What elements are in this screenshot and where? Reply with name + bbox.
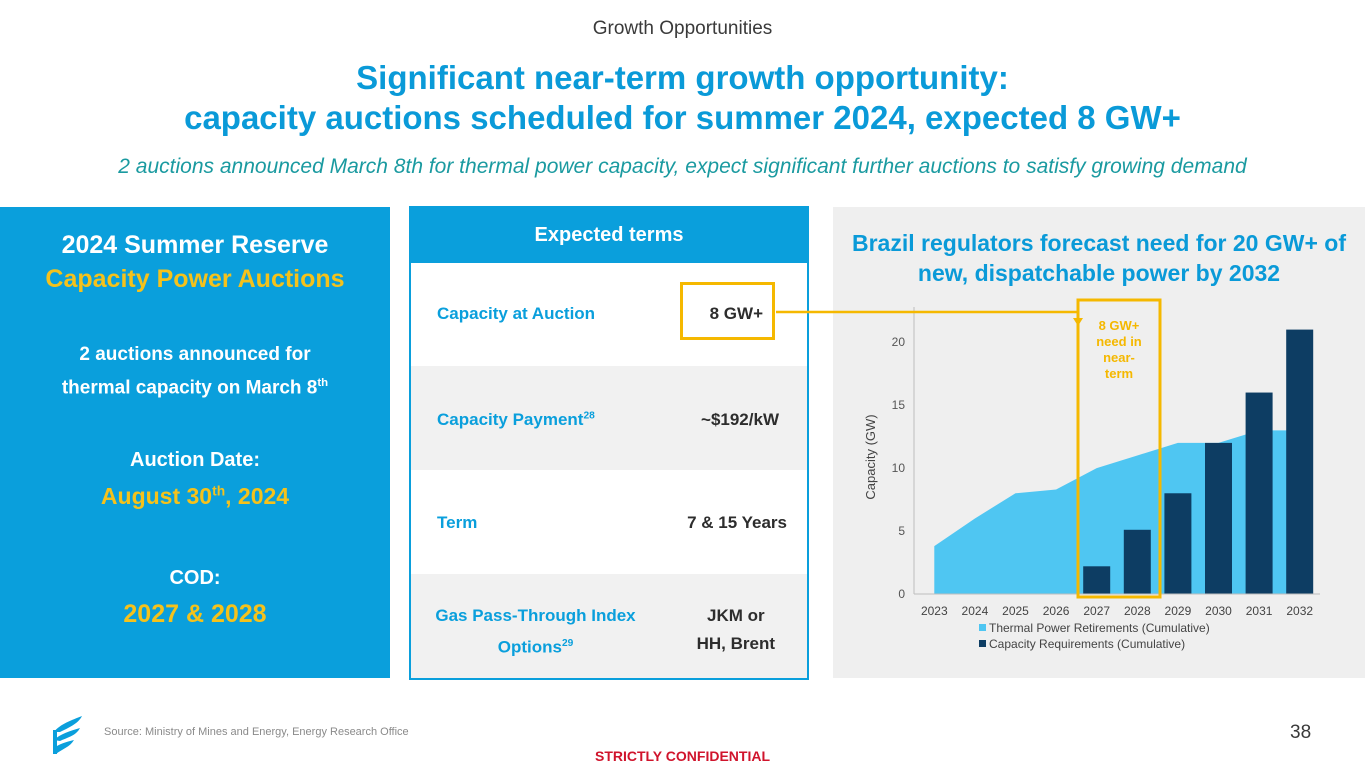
auction-summary-panel: 2024 Summer Reserve Capacity Power Aucti… [0,207,390,678]
company-logo-icon [53,716,82,754]
expected-terms-table: Expected terms Capacity at Auction 8 GW+… [409,206,809,680]
annotation-text: near- [1103,350,1135,365]
terms-row-value: 7 & 15 Years [687,513,787,532]
terms-row-value: 8 GW+ [709,304,763,323]
panel-title-1: 2024 Summer Reserve [61,231,329,259]
terms-row-value-line-1: JKM or [706,606,765,625]
source-note: Source: Ministry of Mines and Energy, En… [104,726,409,738]
bar-capacity-2030 [1205,442,1232,594]
terms-row-value: JKM or HH, Brent [697,602,775,658]
terms-row-value-line-2: HH, Brent [696,634,775,653]
auction-date-sup: th [212,483,226,499]
bar-capacity-2031 [1245,392,1273,594]
x-tick-label: 2024 [962,604,989,618]
capacity-chart: 0 5 10 15 20 2023 2024 2025 2026 2027 2028 2029 2030… [863,298,1320,651]
capacity-highlight-box [680,282,775,340]
y-tick-label: 20 [892,335,906,349]
footnote-sup: 28 [583,410,595,422]
confidential-label: STRICTLY CONFIDENTIAL [594,748,770,764]
bar-capacity-2032 [1286,329,1314,594]
y-tick-label: 5 [898,524,905,538]
auction-date-label: Auction Date: [130,449,260,471]
legend-label: Thermal Power Retirements (Cumulative) [989,621,1210,635]
x-tick-label: 2031 [1246,604,1273,618]
terms-row-value: ~$192/kW [701,410,779,429]
near-term-highlight-box [1076,298,1162,599]
y-tick-label: 15 [892,398,906,412]
panel-title-2: Capacity Power Auctions [45,265,345,293]
auction-date-b: , 2024 [225,483,290,509]
bar-capacity-2029 [1164,493,1192,594]
footnote-sup: 29 [561,638,574,649]
x-tick-label: 2025 [1002,604,1029,618]
announcement-line-1: 2 auctions announced for [79,344,311,365]
x-tick-label: 2030 [1205,604,1232,618]
y-tick-label: 0 [898,587,905,601]
legend-swatch [979,640,986,647]
x-tick-label: 2027 [1083,604,1110,618]
cod-label: COD: [169,567,221,589]
cod-value: 2027 & 2028 [123,600,267,628]
y-axis-label: Capacity (GW) [863,414,878,499]
terms-row-label: Gas Pass-Through Index Options29 [433,602,638,662]
section-label: Growth Opportunities [592,18,773,39]
bar-capacity-2027 [1083,566,1111,594]
terms-header: Expected terms [411,208,807,263]
bar-capacity-2028 [1123,529,1151,594]
terms-row-payment: Capacity Payment28 ~$192/kW [411,366,807,470]
terms-row-label-line-1: Gas Pass-Through Index [435,606,636,625]
legend-swatch [979,624,986,631]
page-subtitle: 2 auctions announced March 8th for therm… [118,155,1247,178]
terms-row-label-line-2: Options [497,637,562,657]
announcement-line-2: thermal capacity on March 8 [61,377,318,399]
terms-row-label-text: Capacity Payment [437,410,584,429]
announcement-text: 2 auctions announced for thermal capacit… [20,341,370,402]
page-title: Significant near-term growth opportunity… [0,58,1365,138]
annotation-text: 8 GW+ [1099,318,1140,333]
x-tick-label: 2023 [921,604,948,618]
terms-row-label: Term [437,513,478,532]
headline-line-1: Significant near-term growth opportunity… [356,59,1009,96]
page-number: 38 [1290,722,1312,743]
legend-label: Capacity Requirements (Cumulative) [989,637,1185,651]
chart-title: Brazil regulators forecast need for 20 G… [852,230,1346,286]
terms-row-label: Capacity Payment28 [437,410,595,430]
terms-row-label: Capacity at Auction [437,304,596,323]
headline-line-2: capacity auctions scheduled for summer 2… [184,99,1181,136]
annotation-text: term [1105,366,1133,381]
announcement-sup: th [317,377,329,389]
x-tick-label: 2028 [1124,604,1151,618]
terms-row-capacity: Capacity at Auction 8 GW+ [411,263,807,366]
x-tick-label: 2029 [1165,604,1192,618]
terms-row-gas: Gas Pass-Through Index Options29 JKM or … [411,574,807,678]
area-thermal-retirements [934,430,1300,594]
y-tick-label: 10 [892,461,906,475]
annotation-text: need in [1096,334,1142,349]
x-tick-label: 2032 [1286,604,1313,618]
auction-date-a: August 30 [100,483,213,509]
x-tick-label: 2026 [1043,604,1070,618]
terms-row-term: Term 7 & 15 Years [411,470,807,574]
auction-date-value: August 30th, 2024 [0,483,390,510]
